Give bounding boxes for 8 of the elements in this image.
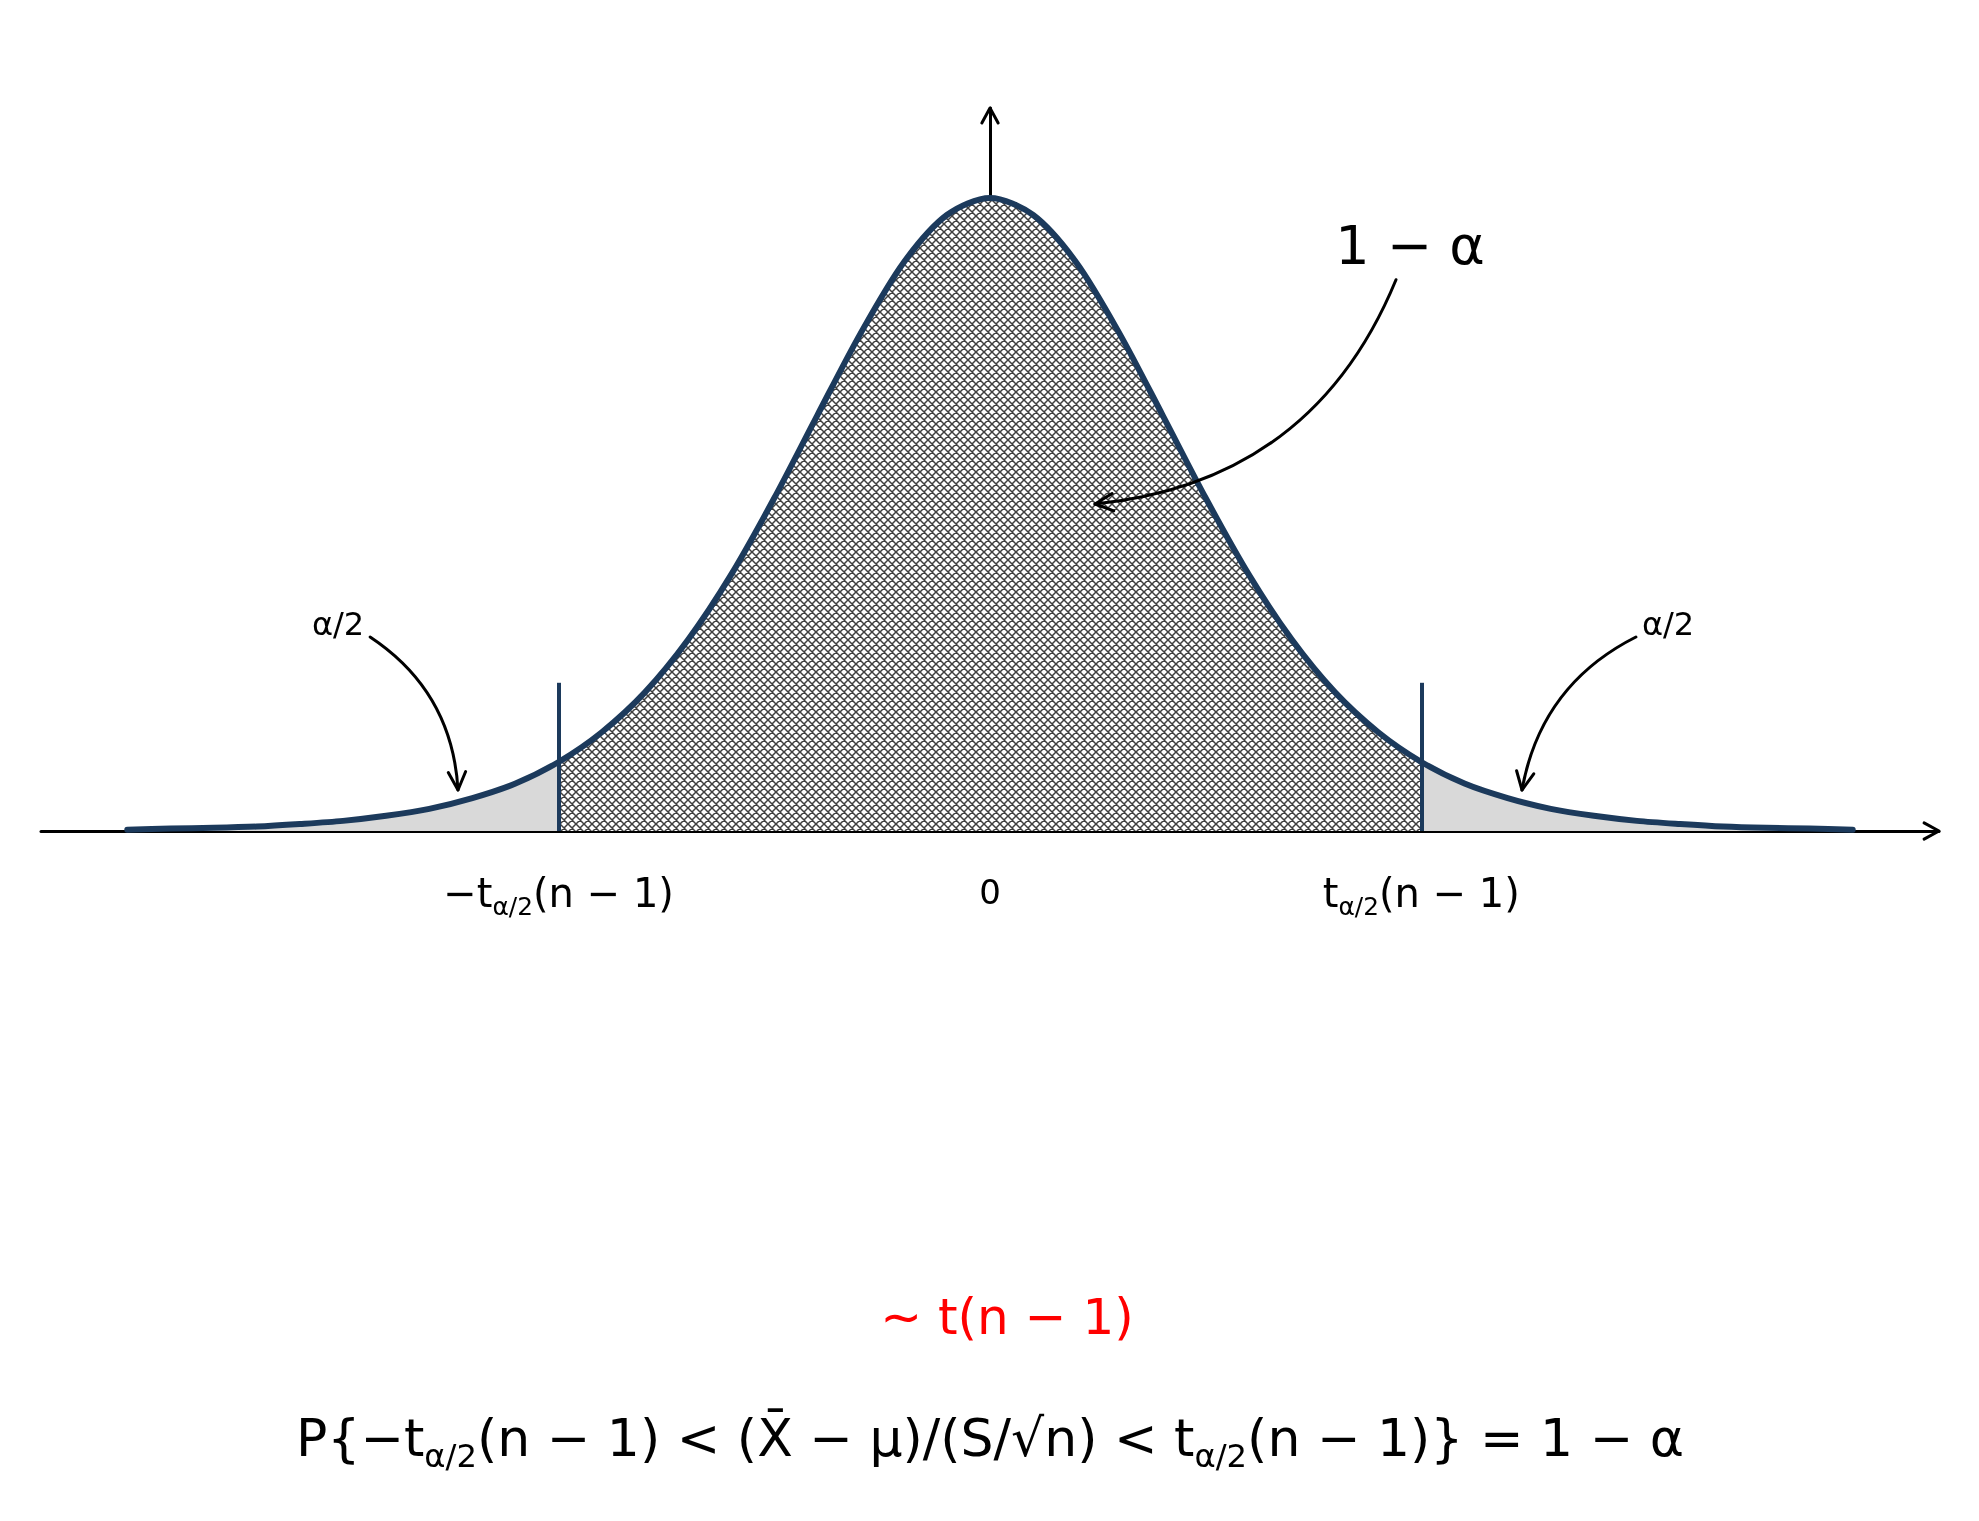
text: ∼ t(n − 1) (880, 1287, 1134, 1346)
x-tick-label: −t$_{α/2}$(n − 1) (443, 870, 674, 921)
annotation: 1 − α (1335, 214, 1485, 278)
x-tick-label: 0 (979, 872, 1001, 913)
annotation: α/2 (311, 605, 365, 644)
text: P{−t$_{α/2}$(n − 1) < (X̄ − μ)/(S/√n) < t$_{α/2}$(n − 1)} = 1 − α (295, 1408, 1685, 1475)
x-tick-label: t$_{α/2}$(n − 1) (1322, 870, 1520, 921)
annotation: α/2 (1641, 605, 1695, 644)
